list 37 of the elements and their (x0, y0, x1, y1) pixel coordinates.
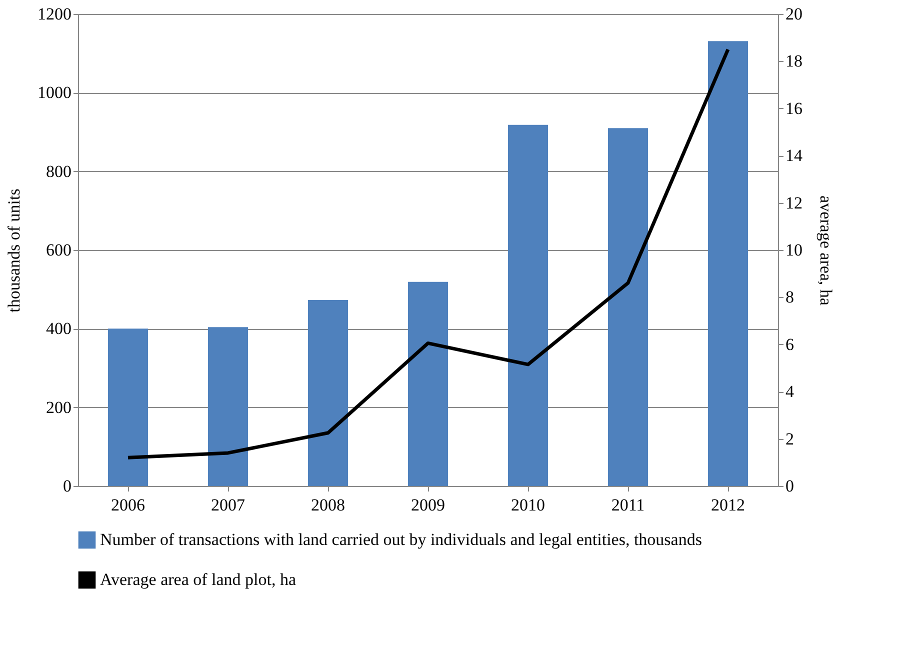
line-series (126, 48, 730, 460)
y2-tick-label: 18 (786, 52, 802, 71)
y2-tick-label: 4 (786, 382, 794, 402)
bar (608, 128, 648, 486)
bar (208, 327, 248, 486)
y-axis-title: thousands of units (4, 188, 24, 312)
y-tick-label: 800 (46, 162, 72, 181)
y-tick-label: 200 (46, 398, 72, 417)
y-tick-label: 1000 (38, 83, 72, 102)
x-tick-label: 2011 (611, 496, 645, 514)
x-tick-label: 2010 (511, 496, 545, 514)
y2-tick-label: 10 (786, 240, 802, 260)
x-tick-label: 2009 (411, 496, 445, 514)
bar (508, 124, 548, 486)
x-tick-label: 2006 (111, 496, 145, 514)
y2-axis-title: average area, ha (816, 196, 836, 306)
bar (108, 328, 148, 486)
bar (408, 282, 448, 486)
y2-tick-label: 16 (786, 98, 802, 118)
bar (708, 41, 748, 486)
y2-tick-label: 0 (786, 476, 794, 496)
y2-tick-label: 20 (786, 4, 802, 24)
y2-tick-label: 12 (786, 193, 802, 212)
x-tick-label: 2012 (711, 496, 745, 514)
bar (308, 300, 348, 486)
y-tick-label: 600 (46, 240, 72, 260)
y-tick-label: 400 (46, 319, 72, 338)
y2-tick-label: 2 (786, 429, 794, 448)
x-tick-label: 2008 (311, 496, 345, 514)
y-tick-label: 1200 (38, 4, 72, 24)
y2-tick-label: 8 (786, 288, 794, 307)
legend-label: Average area of land plot, ha (100, 570, 296, 589)
y2-tick-label: 6 (786, 334, 794, 354)
x-tick-label: 2007 (211, 496, 246, 514)
y-tick-label: 0 (63, 476, 72, 496)
legend-label: Number of transactions with land carried out by individuals and legal entities, thousands (100, 530, 702, 549)
y2-tick-label: 14 (786, 146, 803, 166)
